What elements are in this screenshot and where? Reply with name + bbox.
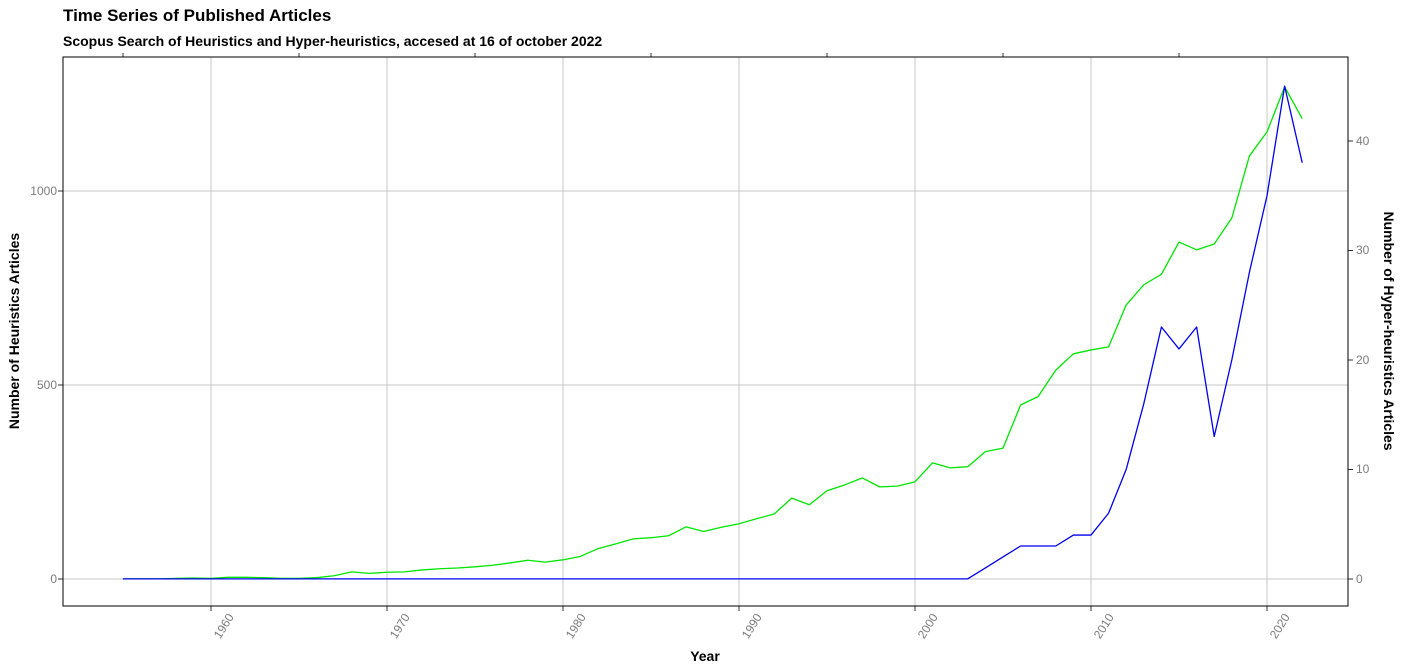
y-left-tick-label: 500 bbox=[36, 378, 57, 392]
y-left-tick-label: 1000 bbox=[30, 184, 57, 198]
chart-title: Time Series of Published Articles bbox=[63, 6, 332, 25]
y-right-tick-label: 0 bbox=[1356, 572, 1363, 586]
y-right-tick-label: 20 bbox=[1356, 353, 1370, 367]
y-right-tick-label: 10 bbox=[1356, 462, 1370, 476]
panel-border bbox=[62, 56, 1349, 607]
y-left-tick-label: 0 bbox=[50, 572, 57, 586]
chart-subtitle: Scopus Search of Heuristics and Hyper-he… bbox=[63, 33, 603, 49]
y-right-tick-label: 30 bbox=[1356, 243, 1370, 257]
y-right-axis-title: Number of Hyper-heuristics Articles bbox=[1381, 211, 1397, 451]
y-right-tick-label: 40 bbox=[1356, 134, 1370, 148]
hyper-heuristics-line bbox=[122, 85, 1303, 580]
heuristics-line bbox=[122, 86, 1303, 580]
y-left-axis-title: Number of Heuristics Articles bbox=[6, 232, 22, 430]
x-axis-title: Year bbox=[690, 648, 720, 664]
